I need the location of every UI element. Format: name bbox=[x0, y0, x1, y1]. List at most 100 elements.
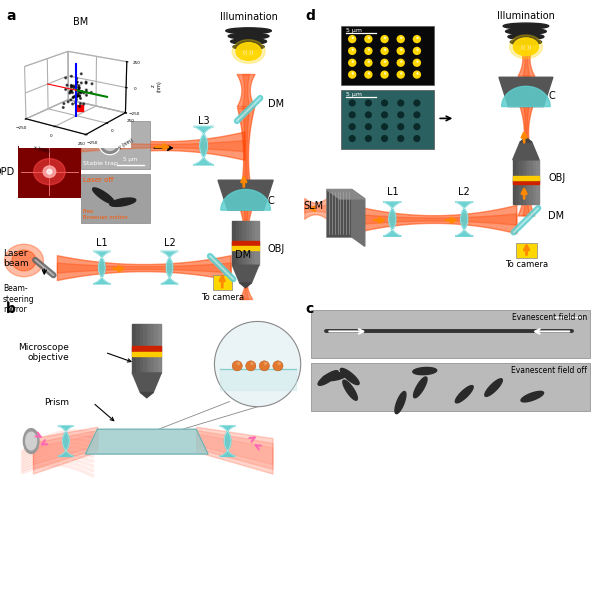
Circle shape bbox=[349, 135, 356, 142]
Circle shape bbox=[365, 111, 372, 118]
Ellipse shape bbox=[43, 166, 56, 178]
Circle shape bbox=[413, 47, 421, 55]
Text: 5 μm: 5 μm bbox=[346, 28, 362, 33]
Circle shape bbox=[416, 37, 419, 39]
Polygon shape bbox=[86, 429, 208, 454]
Text: C: C bbox=[268, 197, 274, 206]
Circle shape bbox=[416, 72, 419, 75]
Circle shape bbox=[368, 49, 370, 51]
Polygon shape bbox=[340, 368, 359, 385]
Text: Illumination: Illumination bbox=[497, 11, 555, 21]
Circle shape bbox=[397, 35, 405, 43]
Text: C: C bbox=[549, 91, 555, 101]
Bar bbox=[522, 160, 526, 204]
Ellipse shape bbox=[503, 23, 549, 29]
Circle shape bbox=[400, 37, 403, 39]
Circle shape bbox=[364, 59, 373, 67]
Circle shape bbox=[348, 35, 356, 43]
Circle shape bbox=[413, 123, 420, 130]
Text: DM: DM bbox=[268, 99, 284, 108]
Bar bbox=[246, 221, 249, 265]
Ellipse shape bbox=[5, 244, 44, 276]
Text: (( )): (( )) bbox=[243, 50, 254, 54]
Circle shape bbox=[250, 362, 254, 365]
Circle shape bbox=[368, 37, 370, 39]
Polygon shape bbox=[383, 202, 401, 236]
Bar bbox=[252, 221, 255, 265]
Bar bbox=[242, 221, 246, 265]
Text: Evanescent field off: Evanescent field off bbox=[511, 366, 587, 375]
Bar bbox=[140, 324, 143, 373]
Circle shape bbox=[397, 123, 404, 130]
Polygon shape bbox=[110, 198, 136, 207]
Circle shape bbox=[400, 60, 403, 63]
Bar bbox=[249, 221, 252, 265]
Circle shape bbox=[364, 70, 373, 79]
Text: b: b bbox=[6, 302, 16, 316]
Bar bbox=[311, 363, 590, 411]
Bar bbox=[530, 160, 533, 204]
Circle shape bbox=[365, 123, 372, 130]
Circle shape bbox=[98, 133, 121, 155]
Text: Stable trap: Stable trap bbox=[83, 161, 117, 166]
Bar bbox=[232, 221, 259, 265]
Circle shape bbox=[214, 321, 301, 407]
Circle shape bbox=[380, 70, 389, 79]
Circle shape bbox=[352, 37, 354, 39]
Polygon shape bbox=[521, 391, 543, 402]
Bar bbox=[232, 246, 259, 250]
Ellipse shape bbox=[509, 35, 543, 59]
Bar bbox=[341, 90, 434, 149]
Polygon shape bbox=[218, 180, 273, 210]
Polygon shape bbox=[395, 391, 406, 414]
Circle shape bbox=[413, 99, 420, 107]
Text: L2: L2 bbox=[458, 186, 470, 197]
Circle shape bbox=[381, 111, 388, 118]
Circle shape bbox=[416, 60, 419, 63]
Polygon shape bbox=[343, 380, 358, 400]
Ellipse shape bbox=[508, 34, 544, 40]
Circle shape bbox=[381, 135, 388, 142]
Circle shape bbox=[380, 35, 389, 43]
Text: L1: L1 bbox=[386, 186, 398, 197]
Circle shape bbox=[246, 361, 256, 371]
Bar bbox=[147, 324, 150, 373]
Polygon shape bbox=[221, 189, 270, 210]
Circle shape bbox=[397, 47, 405, 55]
Text: To camera: To camera bbox=[505, 260, 548, 269]
Circle shape bbox=[400, 72, 403, 75]
Ellipse shape bbox=[236, 43, 261, 60]
Circle shape bbox=[416, 49, 419, 51]
Ellipse shape bbox=[12, 250, 36, 271]
Text: BM: BM bbox=[73, 17, 89, 27]
Bar bbox=[516, 160, 519, 204]
Bar bbox=[326, 189, 352, 237]
Circle shape bbox=[349, 111, 356, 118]
Text: Microscope
objective: Microscope objective bbox=[18, 343, 69, 362]
Ellipse shape bbox=[513, 38, 539, 56]
Circle shape bbox=[381, 123, 388, 130]
Circle shape bbox=[352, 49, 354, 51]
Circle shape bbox=[348, 70, 356, 79]
Text: DM: DM bbox=[235, 250, 251, 259]
Text: Prism: Prism bbox=[44, 398, 69, 407]
Text: 5 μm: 5 μm bbox=[346, 92, 362, 97]
Text: L1: L1 bbox=[96, 238, 108, 248]
Circle shape bbox=[368, 72, 370, 75]
Ellipse shape bbox=[34, 159, 65, 185]
Polygon shape bbox=[140, 392, 153, 398]
Bar bbox=[533, 160, 536, 204]
Ellipse shape bbox=[226, 28, 271, 34]
Bar bbox=[526, 160, 530, 204]
Polygon shape bbox=[513, 142, 539, 160]
Circle shape bbox=[400, 49, 403, 51]
Circle shape bbox=[349, 123, 356, 130]
Circle shape bbox=[277, 362, 281, 365]
Circle shape bbox=[384, 60, 386, 63]
Circle shape bbox=[365, 99, 372, 107]
Bar bbox=[513, 176, 539, 180]
Polygon shape bbox=[193, 126, 214, 165]
Bar bbox=[136, 324, 140, 373]
Polygon shape bbox=[318, 371, 338, 385]
Bar bbox=[154, 324, 158, 373]
